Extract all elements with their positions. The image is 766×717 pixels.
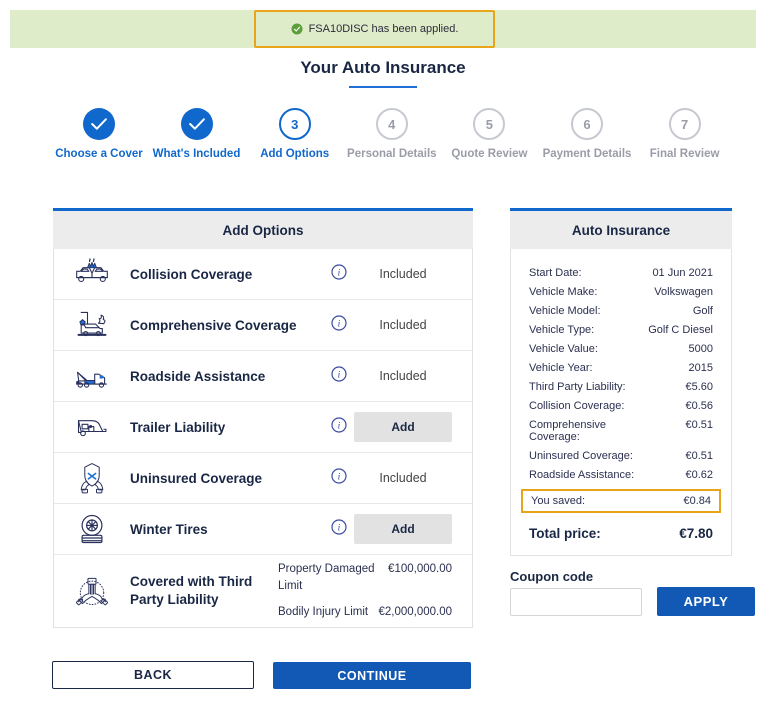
svg-text:i: i: [338, 269, 341, 279]
svg-text:i: i: [338, 524, 341, 534]
svg-text:i: i: [338, 320, 341, 330]
svg-text:i: i: [338, 422, 341, 432]
svg-text:i: i: [338, 473, 341, 483]
svg-text:i: i: [338, 371, 341, 381]
